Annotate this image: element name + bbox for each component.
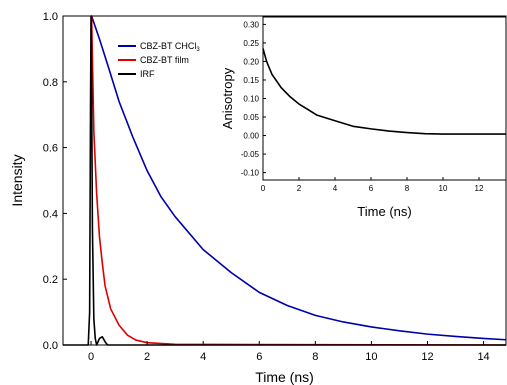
main-x-ticks: 0 2 4 6 8 10 12 14 <box>88 341 490 363</box>
main-x-tick-label: 2 <box>144 351 150 363</box>
inset-y-ticks: -0.10 -0.05 0.00 0.05 0.10 0.15 0.20 0.25 0.30 <box>241 20 266 178</box>
main-y-ticks: 0.0 0.2 0.4 0.6 0.8 1.0 <box>43 11 67 352</box>
inset-x-tick-label: 2 <box>297 184 302 193</box>
inset-x-tick-label: 12 <box>475 184 484 193</box>
main-y-axis-title: Intensity <box>9 154 25 206</box>
inset-y-axis-title: Anisotropy <box>220 67 235 129</box>
legend-label-cbz-bt-film: CBZ-BT film <box>140 55 189 65</box>
inset-x-tick-label: 6 <box>369 184 374 193</box>
main-y-tick-label: 0.4 <box>43 208 58 220</box>
inset-x-axis-title: Time (ns) <box>357 204 411 219</box>
main-x-tick-label: 14 <box>477 351 489 363</box>
inset-y-tick-label: 0.10 <box>243 95 259 104</box>
inset-y-tick-label: 0.30 <box>243 20 259 29</box>
main-series-line-irf <box>63 15 506 346</box>
main-x-tick-label: 12 <box>421 351 433 363</box>
inset-x-tick-label: 4 <box>333 184 338 193</box>
main-chart: 0 2 4 6 8 10 12 14 0.0 0.2 0.4 0.6 0.8 1.0 Time (ns)… <box>9 11 507 385</box>
inset-series-group <box>262 48 506 135</box>
main-y-tick-label: 0.6 <box>43 143 58 155</box>
inset-x-tick-label: 8 <box>405 184 410 193</box>
main-y-tick-label: 0.2 <box>43 274 58 286</box>
legend-label-cbz-bt-chcl3: CBZ-BT CHCl3 <box>140 41 200 53</box>
inset-y-tick-label: 0.15 <box>243 76 259 85</box>
inset-y-tick-label: 0.00 <box>243 132 259 141</box>
inset-x-tick-label: 0 <box>261 184 266 193</box>
inset-y-tick-label: 0.05 <box>243 113 259 122</box>
main-legend: CBZ-BT CHCl3 CBZ-BT film IRF <box>118 41 200 79</box>
main-x-tick-label: 8 <box>312 351 318 363</box>
inset-chart: 0 2 4 6 8 10 12 -0.10 -0.05 0.00 0.05 0.10 0.15 0.20… <box>220 16 507 219</box>
inset-y-tick-label: 0.25 <box>243 39 259 48</box>
main-y-tick-label: 0.0 <box>43 340 58 352</box>
main-x-tick-label: 0 <box>88 351 94 363</box>
main-series-group <box>63 15 507 346</box>
main-series-line-cbz-bt-film <box>90 15 507 346</box>
main-x-tick-label: 6 <box>256 351 262 363</box>
inset-y-tick-label: -0.05 <box>241 150 260 159</box>
main-y-tick-label: 0.8 <box>43 77 58 89</box>
main-series-line-cbz-bt-chcl3 <box>90 15 507 341</box>
inset-series-line-anisotropy <box>262 48 506 135</box>
inset-x-ticks: 0 2 4 6 8 10 12 <box>261 177 484 193</box>
legend-label-irf: IRF <box>140 69 155 79</box>
main-x-tick-label: 10 <box>365 351 377 363</box>
inset-x-tick-label: 10 <box>439 184 448 193</box>
inset-y-tick-label: 0.20 <box>243 57 259 66</box>
legend-label-subscript: 3 <box>196 47 200 53</box>
inset-y-tick-label: -0.10 <box>241 169 260 178</box>
main-y-tick-label: 1.0 <box>43 11 58 23</box>
inset-background <box>263 17 506 180</box>
main-x-axis-title: Time (ns) <box>255 369 314 385</box>
main-x-tick-label: 4 <box>200 351 206 363</box>
